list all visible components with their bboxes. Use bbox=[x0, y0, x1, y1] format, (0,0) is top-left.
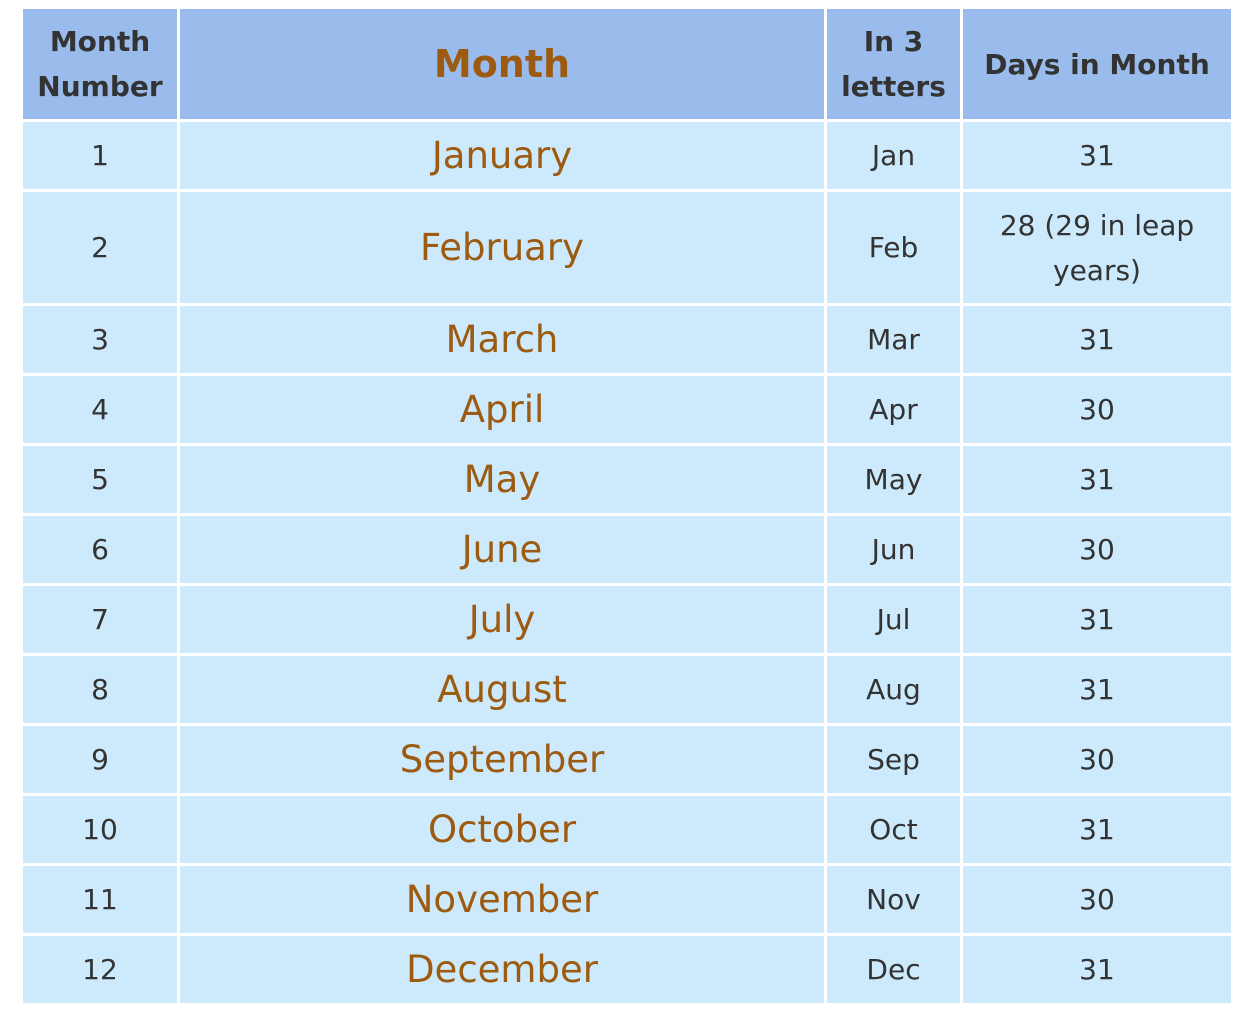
month-number-cell: 6 bbox=[23, 516, 177, 583]
table-row: 10 October Oct 31 bbox=[23, 796, 1231, 863]
month-name-cell: September bbox=[180, 726, 824, 793]
month-name-cell: August bbox=[180, 656, 824, 723]
month-name-cell: April bbox=[180, 376, 824, 443]
month-abbr-cell: Jul bbox=[827, 586, 960, 653]
days-cell: 30 bbox=[963, 726, 1231, 793]
days-cell: 31 bbox=[963, 936, 1231, 1003]
month-abbr-cell: Feb bbox=[827, 192, 960, 303]
table-row: 6 June Jun 30 bbox=[23, 516, 1231, 583]
days-cell: 31 bbox=[963, 306, 1231, 373]
days-cell: 31 bbox=[963, 656, 1231, 723]
month-abbr-cell: Apr bbox=[827, 376, 960, 443]
table-row: 1 January Jan 31 bbox=[23, 122, 1231, 189]
month-name-cell: July bbox=[180, 586, 824, 653]
month-number-cell: 1 bbox=[23, 122, 177, 189]
month-number-cell: 11 bbox=[23, 866, 177, 933]
table-row: 11 November Nov 30 bbox=[23, 866, 1231, 933]
month-abbr-cell: May bbox=[827, 446, 960, 513]
table-row: 2 February Feb 28 (29 in leap years) bbox=[23, 192, 1231, 303]
days-cell: 31 bbox=[963, 122, 1231, 189]
month-number-cell: 5 bbox=[23, 446, 177, 513]
header-month-number: Month Number bbox=[23, 9, 177, 119]
month-abbr-cell: Sep bbox=[827, 726, 960, 793]
month-name-cell: November bbox=[180, 866, 824, 933]
month-name-cell: February bbox=[180, 192, 824, 303]
month-number-cell: 4 bbox=[23, 376, 177, 443]
table-row: 3 March Mar 31 bbox=[23, 306, 1231, 373]
header-in-3-letters: In 3 letters bbox=[827, 9, 960, 119]
month-abbr-cell: Mar bbox=[827, 306, 960, 373]
month-abbr-cell: Jan bbox=[827, 122, 960, 189]
month-abbr-cell: Nov bbox=[827, 866, 960, 933]
header-month: Month bbox=[180, 9, 824, 119]
days-cell: 31 bbox=[963, 446, 1231, 513]
table-row: 9 September Sep 30 bbox=[23, 726, 1231, 793]
header-row: Month Number Month In 3 letters Days in … bbox=[23, 9, 1231, 119]
month-number-cell: 12 bbox=[23, 936, 177, 1003]
days-cell: 30 bbox=[963, 376, 1231, 443]
days-cell: 31 bbox=[963, 796, 1231, 863]
days-cell: 28 (29 in leap years) bbox=[963, 192, 1231, 303]
month-name-cell: December bbox=[180, 936, 824, 1003]
month-number-cell: 10 bbox=[23, 796, 177, 863]
month-name-cell: March bbox=[180, 306, 824, 373]
month-number-cell: 3 bbox=[23, 306, 177, 373]
header-days-in-month: Days in Month bbox=[963, 9, 1231, 119]
days-cell: 31 bbox=[963, 586, 1231, 653]
months-table: Month Number Month In 3 letters Days in … bbox=[20, 6, 1234, 1006]
month-name-cell: June bbox=[180, 516, 824, 583]
month-name-cell: January bbox=[180, 122, 824, 189]
days-cell: 30 bbox=[963, 516, 1231, 583]
table-row: 5 May May 31 bbox=[23, 446, 1231, 513]
month-abbr-cell: Oct bbox=[827, 796, 960, 863]
month-number-cell: 9 bbox=[23, 726, 177, 793]
month-number-cell: 7 bbox=[23, 586, 177, 653]
days-cell: 30 bbox=[963, 866, 1231, 933]
month-number-cell: 8 bbox=[23, 656, 177, 723]
month-name-cell: May bbox=[180, 446, 824, 513]
month-abbr-cell: Aug bbox=[827, 656, 960, 723]
table-row: 8 August Aug 31 bbox=[23, 656, 1231, 723]
month-name-cell: October bbox=[180, 796, 824, 863]
table-row: 7 July Jul 31 bbox=[23, 586, 1231, 653]
month-abbr-cell: Jun bbox=[827, 516, 960, 583]
table-row: 4 April Apr 30 bbox=[23, 376, 1231, 443]
month-abbr-cell: Dec bbox=[827, 936, 960, 1003]
month-number-cell: 2 bbox=[23, 192, 177, 303]
table-row: 12 December Dec 31 bbox=[23, 936, 1231, 1003]
